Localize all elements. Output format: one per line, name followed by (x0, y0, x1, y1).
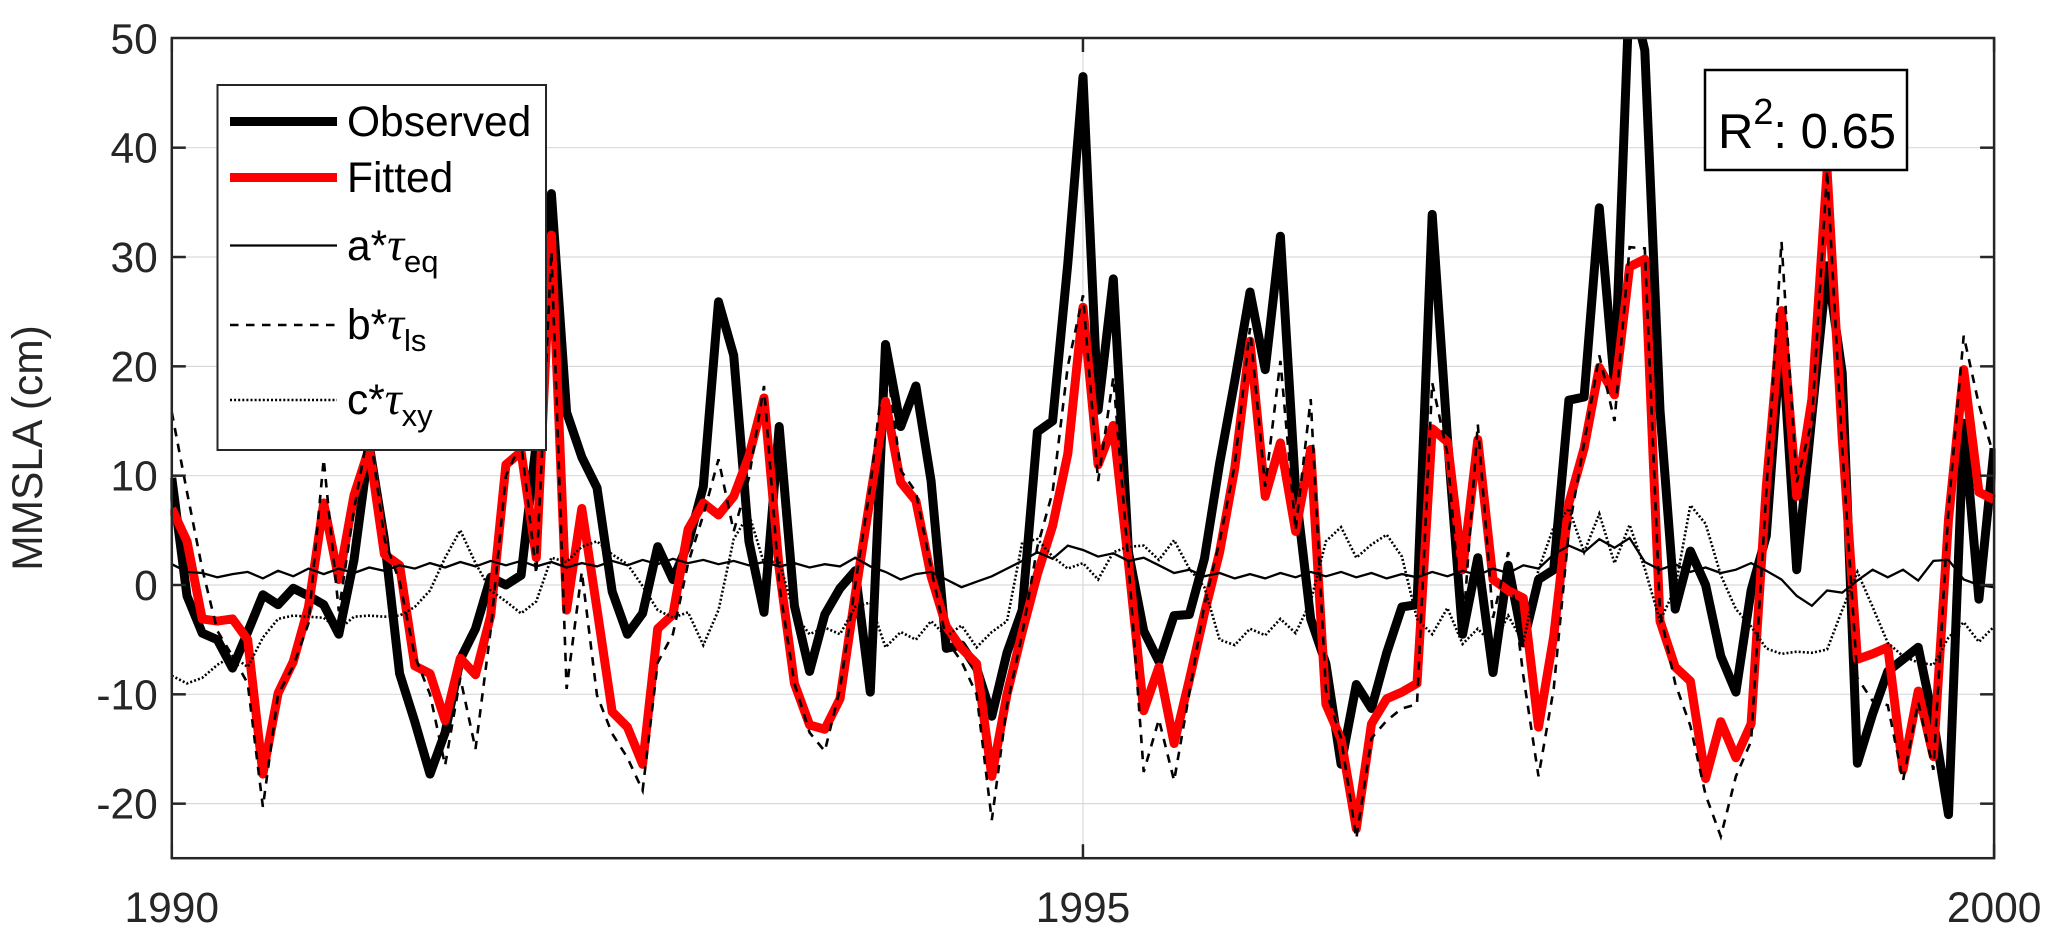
svg-text:1995: 1995 (1036, 885, 1131, 932)
svg-text:50: 50 (111, 16, 158, 63)
svg-text:2000: 2000 (1947, 885, 2042, 932)
svg-text:Fitted: Fitted (347, 155, 453, 202)
svg-text:10: 10 (111, 454, 158, 501)
svg-text:40: 40 (111, 126, 158, 173)
svg-text:1990: 1990 (125, 885, 220, 932)
svg-text:MMSLA (cm): MMSLA (cm) (5, 325, 52, 571)
svg-text:30: 30 (111, 235, 158, 282)
svg-text:-20: -20 (96, 782, 157, 829)
svg-text:Observed: Observed (347, 99, 531, 146)
svg-text:-10: -10 (96, 672, 157, 719)
svg-text:0: 0 (134, 563, 158, 610)
svg-text:20: 20 (111, 344, 158, 391)
